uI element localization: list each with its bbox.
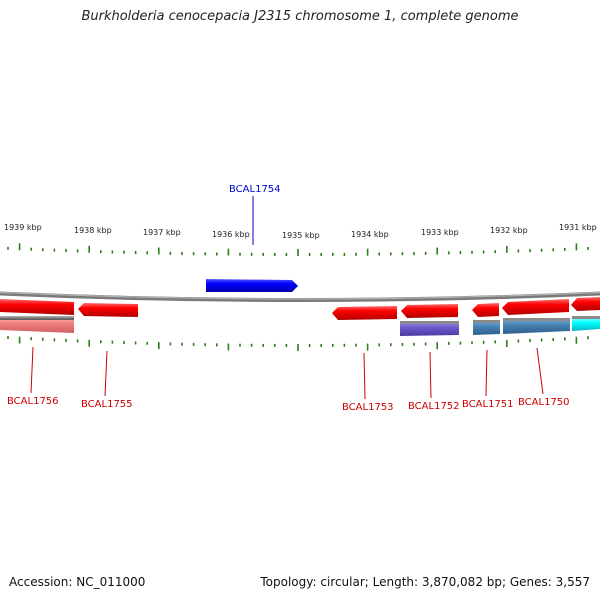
- leader-bcal1751: [485, 349, 488, 397]
- gene-label-bcal1752: BCAL1752: [408, 401, 460, 412]
- feature-cyan: [572, 317, 600, 331]
- feature-grey-cap: [0, 316, 74, 320]
- feature-steel-2: [503, 319, 570, 334]
- inner-ticks: [7, 336, 589, 351]
- gene-label-bcal1754: BCAL1754: [229, 184, 281, 195]
- feature-steel-1: [473, 321, 500, 335]
- leader-bcal1755: [104, 350, 108, 397]
- topology-summary: Topology: circular; Length: 3,870,082 bp…: [260, 575, 590, 589]
- gene-bcal1755[interactable]: [78, 303, 138, 317]
- feature-steel-2-cap: [503, 318, 570, 321]
- scale-label: 1931 kbp: [559, 223, 597, 232]
- gene-bcal1754[interactable]: [206, 279, 298, 292]
- feature-purple: [400, 322, 459, 336]
- outer-ticks: [7, 243, 589, 256]
- gene-label-bcal1756: BCAL1756: [7, 396, 59, 407]
- gene-bcal1751[interactable]: [472, 303, 499, 317]
- accession-text: Accession: NC_011000: [9, 575, 146, 589]
- genome-backbone: [0, 291, 600, 302]
- scale-label: 1935 kbp: [282, 231, 320, 240]
- feature-purple-cap: [400, 321, 459, 324]
- scale-labels: 1939 kbp 1938 kbp 1937 kbp 1936 kbp 1935…: [4, 223, 597, 240]
- gene-bcal1752[interactable]: [401, 304, 458, 318]
- feature-pink: [0, 317, 74, 333]
- gene-label-bcal1750: BCAL1750: [518, 397, 570, 408]
- scale-label: 1936 kbp: [212, 230, 250, 239]
- gene-label-bcal1751: BCAL1751: [462, 399, 514, 410]
- gene-bcal1753[interactable]: [332, 306, 397, 320]
- scale-label: 1937 kbp: [143, 228, 181, 237]
- leader-bcal1750: [536, 347, 544, 395]
- gene-bcal1756[interactable]: [0, 299, 74, 315]
- gene-reverse-partial[interactable]: [571, 297, 600, 311]
- scale-label: 1939 kbp: [4, 223, 42, 232]
- scale-label: 1933 kbp: [421, 228, 459, 237]
- scale-label: 1934 kbp: [351, 230, 389, 239]
- leader-bcal1752: [429, 351, 432, 399]
- label-lines: [30, 196, 544, 400]
- gene-bcal1750[interactable]: [502, 299, 569, 315]
- gene-label-bcal1755: BCAL1755: [81, 399, 133, 410]
- genome-backbone-highlight: [0, 291, 600, 300]
- map-title: Burkholderia cenocepacia J2315 chromosom…: [81, 9, 519, 24]
- gene-label-bcal1753: BCAL1753: [342, 402, 394, 413]
- scale-label: 1938 kbp: [74, 226, 112, 235]
- leader-bcal1753: [363, 352, 366, 400]
- scale-label: 1932 kbp: [490, 226, 528, 235]
- leader-bcal1756: [30, 346, 34, 394]
- feature-cyan-cap: [572, 316, 600, 319]
- feature-steel-1-cap: [473, 320, 500, 323]
